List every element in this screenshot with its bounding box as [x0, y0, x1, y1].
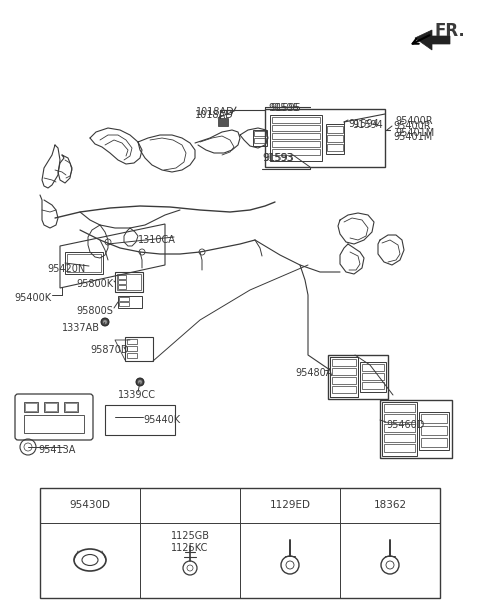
Text: 91594: 91594	[352, 120, 383, 130]
Bar	[65, 252, 103, 274]
Bar	[119, 302, 129, 306]
Bar	[330, 357, 358, 397]
Bar	[362, 364, 384, 371]
Text: 95413A: 95413A	[38, 445, 75, 455]
Bar	[380, 400, 452, 458]
Text: 91595: 91595	[270, 103, 301, 113]
Bar	[384, 444, 415, 452]
Bar	[327, 126, 343, 133]
Bar	[326, 124, 344, 154]
Text: 95401M: 95401M	[393, 132, 432, 142]
Bar	[265, 109, 385, 167]
Text: 95440K: 95440K	[143, 415, 180, 425]
Circle shape	[103, 320, 107, 324]
Text: 95460D: 95460D	[386, 420, 424, 430]
Bar	[330, 357, 358, 397]
Circle shape	[136, 378, 144, 386]
Bar	[24, 402, 38, 412]
Bar	[105, 405, 175, 435]
Bar	[218, 118, 228, 126]
Bar	[119, 297, 129, 301]
Text: 95401M: 95401M	[395, 128, 434, 138]
Bar	[384, 404, 415, 412]
Bar	[327, 135, 343, 142]
Bar	[118, 275, 126, 279]
Text: 1310CA: 1310CA	[138, 235, 176, 245]
Bar	[421, 438, 447, 447]
Bar	[115, 272, 143, 292]
Bar	[332, 368, 356, 375]
Bar	[44, 402, 58, 412]
Bar	[125, 337, 153, 361]
Text: 91594: 91594	[348, 119, 379, 129]
Text: 95870D: 95870D	[90, 345, 129, 355]
Bar	[118, 285, 126, 289]
Bar	[327, 144, 343, 151]
Bar	[45, 403, 57, 411]
Bar	[382, 402, 417, 456]
Bar	[40, 488, 440, 598]
Bar	[362, 373, 384, 380]
Bar	[253, 130, 267, 146]
Text: 95800K: 95800K	[76, 279, 113, 289]
Bar	[24, 415, 84, 433]
Bar	[25, 403, 37, 411]
Text: 91593: 91593	[262, 153, 293, 163]
Bar	[384, 414, 415, 422]
Bar	[118, 280, 126, 284]
Text: 95430D: 95430D	[70, 500, 110, 510]
Text: 91595: 91595	[268, 103, 299, 113]
Bar	[360, 362, 386, 392]
Text: 95400K: 95400K	[14, 293, 51, 303]
Text: 95400R: 95400R	[395, 116, 432, 126]
Bar	[362, 382, 384, 389]
Text: 95800S: 95800S	[76, 306, 113, 316]
Bar	[272, 117, 320, 123]
Text: 95480A: 95480A	[295, 368, 332, 378]
Bar	[272, 133, 320, 139]
Bar	[272, 125, 320, 131]
Bar	[332, 386, 356, 393]
Text: 91593: 91593	[263, 153, 294, 163]
Bar	[421, 414, 447, 423]
Bar	[384, 434, 415, 442]
Text: 1337AB: 1337AB	[62, 323, 100, 333]
Polygon shape	[415, 30, 450, 50]
Circle shape	[101, 318, 109, 326]
Bar	[272, 141, 320, 147]
Bar	[65, 403, 77, 411]
Text: 1018AD: 1018AD	[195, 110, 234, 120]
Bar	[127, 346, 137, 351]
Bar	[332, 359, 356, 366]
Bar	[118, 296, 142, 308]
Bar	[328, 355, 388, 399]
Bar	[254, 138, 266, 143]
Bar	[117, 274, 141, 290]
Text: 1129ED: 1129ED	[269, 500, 311, 510]
Bar	[421, 426, 447, 435]
Bar	[127, 353, 137, 358]
Bar	[254, 131, 266, 136]
Bar	[272, 149, 320, 155]
Bar	[419, 412, 449, 450]
Bar	[64, 402, 78, 412]
Bar	[127, 339, 137, 344]
Bar	[384, 424, 415, 432]
Bar	[332, 377, 356, 384]
Text: 18362: 18362	[373, 500, 407, 510]
Text: FR.: FR.	[434, 22, 465, 40]
Bar	[270, 115, 322, 161]
Text: 1018AD: 1018AD	[196, 107, 235, 117]
Text: 95400R: 95400R	[393, 121, 431, 131]
Circle shape	[138, 380, 142, 384]
Bar	[67, 254, 101, 272]
Text: 1125GB
1125KC: 1125GB 1125KC	[170, 531, 209, 553]
Text: 1339CC: 1339CC	[118, 390, 156, 400]
Text: 95420N: 95420N	[47, 264, 85, 274]
